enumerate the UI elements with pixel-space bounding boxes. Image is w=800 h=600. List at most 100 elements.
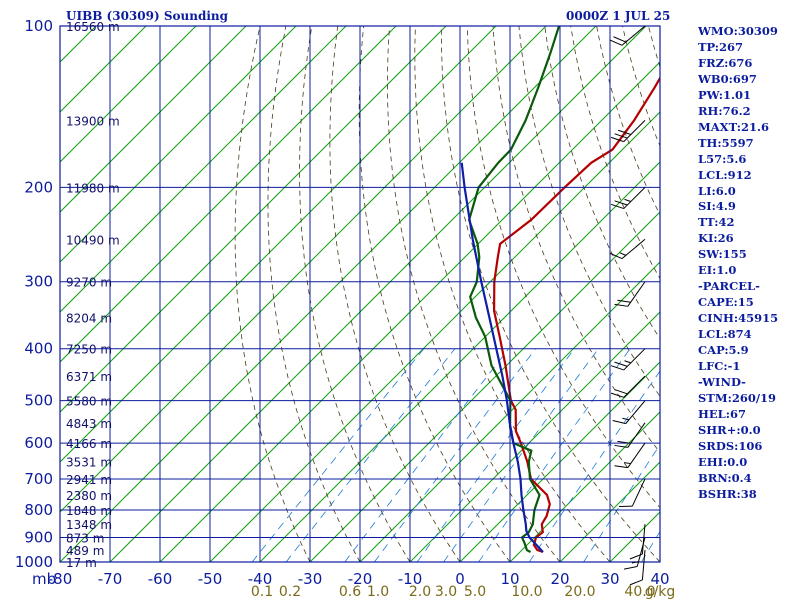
wind-barb-staff: [631, 478, 646, 507]
parameter-item: BSHR:38: [698, 486, 757, 501]
parameter-item: EI:1.0: [698, 263, 737, 278]
dry-adiabat-line: [358, 26, 511, 562]
temperature-tick-label: -80: [48, 570, 73, 588]
mixing-ratio-label: 2.0: [409, 584, 431, 600]
sounding-time: 0000Z 1 JUL 25: [566, 9, 671, 23]
height-label: 10490 m: [66, 233, 120, 247]
pressure-tick-label: 500: [24, 392, 53, 410]
isotherm-line: [459, 361, 660, 562]
height-label: 4843 m: [66, 417, 112, 431]
dewpoint-profile-line: [467, 26, 561, 553]
mixing-ratio-line: [528, 370, 660, 562]
wind-barb: [614, 442, 646, 469]
pressure-tick-label: 300: [24, 273, 53, 291]
isotherm-line: [60, 26, 197, 163]
height-label: 1348 m: [66, 518, 112, 532]
parameter-item: FRZ:676: [698, 55, 753, 70]
parameter-item: EHI:0.0: [698, 454, 748, 469]
isotherm-line: [60, 26, 247, 213]
isotherm-line: [60, 26, 347, 313]
wind-barb-flag: [612, 420, 626, 425]
parameter-item: PW:1.01: [698, 87, 752, 102]
pressure-tick-label: 900: [24, 528, 53, 546]
wind-barb-flag: [618, 505, 633, 508]
pressure-tick-label: 200: [24, 178, 53, 196]
parameter-item: WMO:30309: [698, 24, 778, 38]
wind-barb-flag: [613, 36, 627, 43]
temperature-profile-line: [492, 75, 660, 554]
wind-barb-half: [631, 561, 639, 564]
height-label: 873 m: [66, 531, 104, 545]
height-label: 1848 m: [66, 504, 112, 518]
wind-barb: [614, 422, 646, 448]
height-label: 3531 m: [66, 456, 112, 470]
parameter-item: MAXT:21.6: [698, 119, 769, 134]
isotherm-line: [60, 26, 397, 363]
wind-barb-flag: [629, 579, 643, 586]
isotherm-line: [309, 211, 660, 562]
mixing-ratio-line: [374, 348, 536, 562]
height-label: 489 m: [66, 544, 104, 558]
height-label: 16560 m: [66, 20, 120, 34]
wind-barb-flag: [610, 392, 624, 398]
mixing-ratio-label: 0.2: [279, 584, 301, 600]
parameter-item: LCL:874: [698, 327, 752, 342]
temperature-tick-label: 20: [550, 570, 569, 588]
parameter-item: SHR+:0.0: [698, 422, 761, 437]
dry-adiabat-line: [387, 26, 561, 562]
station-title: UIBB (30309) Sounding: [66, 9, 229, 23]
parameter-item: RH:76.2: [698, 103, 751, 118]
isotherm-line: [159, 61, 660, 562]
height-label: 4166 m: [66, 437, 112, 451]
mixing-ratio-label: 3.0: [435, 584, 457, 600]
wind-barb-flag: [617, 129, 632, 136]
dry-adiabat-line: [466, 26, 660, 509]
parameter-item: -WIND-: [698, 374, 746, 389]
frame-layer: [59, 25, 661, 563]
dry-adiabat-line: [440, 26, 660, 562]
dry-adiabat-line: [414, 26, 611, 562]
dry-adiabat-line: [299, 26, 411, 562]
wind-barb: [609, 25, 646, 46]
wind-barb-flag: [623, 565, 638, 570]
isotherm-line: [60, 26, 547, 513]
isotherm-line: [559, 461, 660, 562]
height-label: 5580 m: [66, 395, 112, 409]
parameter-item: LI:6.0: [698, 183, 736, 198]
wind-barb-flag: [614, 361, 628, 367]
dry-adiabat-line: [778, 26, 800, 562]
parameter-item: KI:26: [698, 231, 734, 246]
isotherm-line: [259, 161, 660, 562]
wind-barb: [609, 238, 646, 260]
height-label: 6371 m: [66, 370, 112, 384]
isotherm-line: [359, 261, 660, 562]
isotherm-line: [60, 26, 597, 562]
dry-adiabat-line: [544, 26, 660, 340]
mixing-ratio-label: g/kg: [645, 584, 676, 600]
temperature-tick-label: -60: [148, 570, 173, 588]
temperature-tick-label: -30: [298, 570, 323, 588]
parameter-item: TT:42: [698, 215, 735, 230]
wind-barb-flag: [617, 299, 631, 303]
parameter-item: BRN:0.4: [698, 470, 752, 485]
parameter-item: SW:155: [698, 247, 747, 262]
wind-barb: [610, 120, 646, 143]
parameter-item: STM:260/19: [698, 390, 777, 405]
height-label: 2380 m: [66, 489, 112, 503]
pressure-unit-label: mb: [32, 570, 56, 588]
isotherm-line: [509, 411, 660, 562]
parcel-profile-line: [460, 162, 544, 553]
plot-frame: [59, 25, 661, 563]
wind-barb-flag: [614, 389, 628, 395]
wind-barb-staff: [641, 524, 646, 555]
height-label: 17 m: [66, 556, 97, 570]
wind-barb: [614, 281, 646, 307]
pressure-tick-label: 600: [24, 434, 53, 452]
wind-barbs: [609, 25, 646, 586]
height-label: 9270 m: [66, 276, 112, 290]
temperature-tick-label: -50: [198, 570, 223, 588]
mixing-ratio-label: 5.0: [464, 584, 486, 600]
wind-barb: [612, 400, 646, 425]
isotherm-line: [109, 26, 647, 562]
pressure-tick-label: 800: [24, 501, 53, 519]
